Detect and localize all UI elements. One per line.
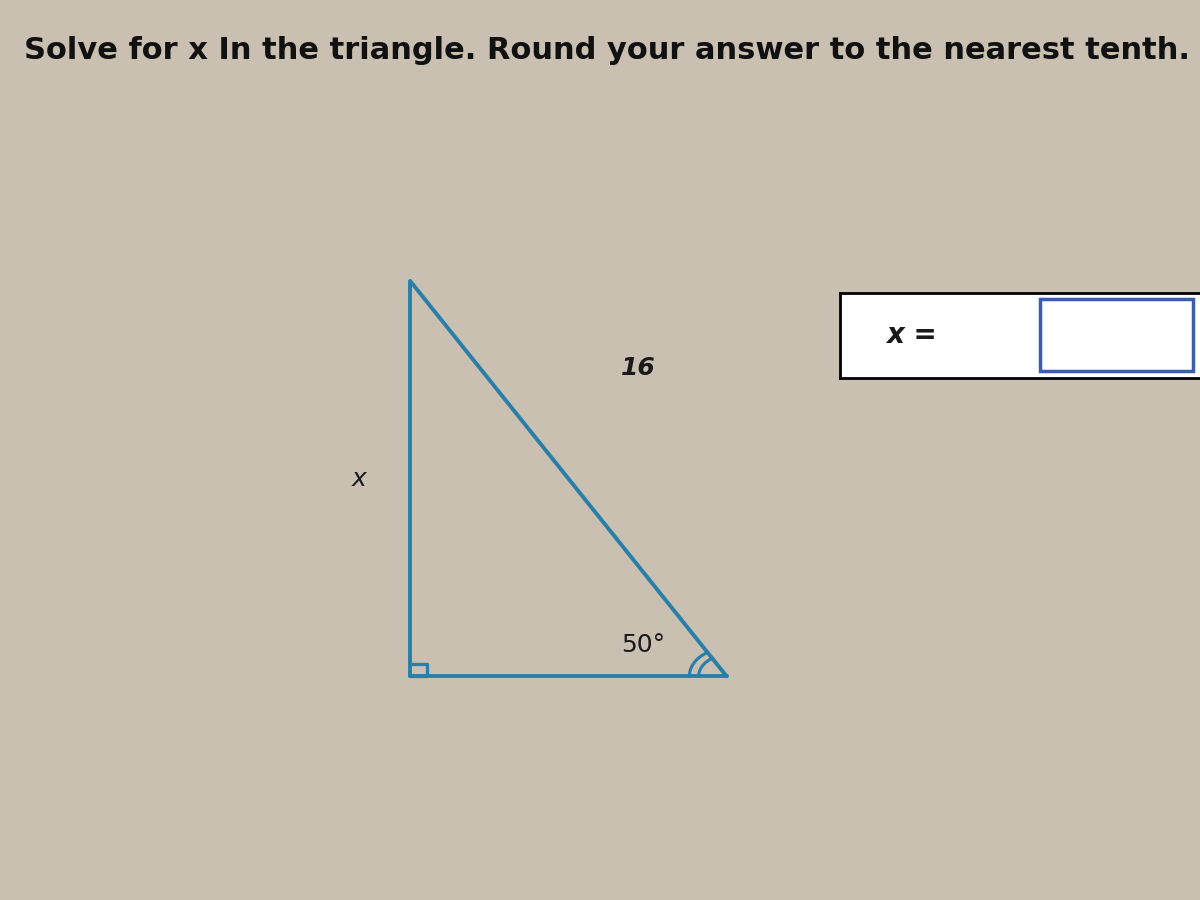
Text: 16: 16 <box>620 356 655 380</box>
Text: x =: x = <box>886 321 947 349</box>
Text: Solve for x In the triangle. Round your answer to the nearest tenth.: Solve for x In the triangle. Round your … <box>24 36 1190 65</box>
FancyBboxPatch shape <box>1039 300 1193 371</box>
Text: 50°: 50° <box>620 633 665 657</box>
Text: x: x <box>352 467 367 491</box>
